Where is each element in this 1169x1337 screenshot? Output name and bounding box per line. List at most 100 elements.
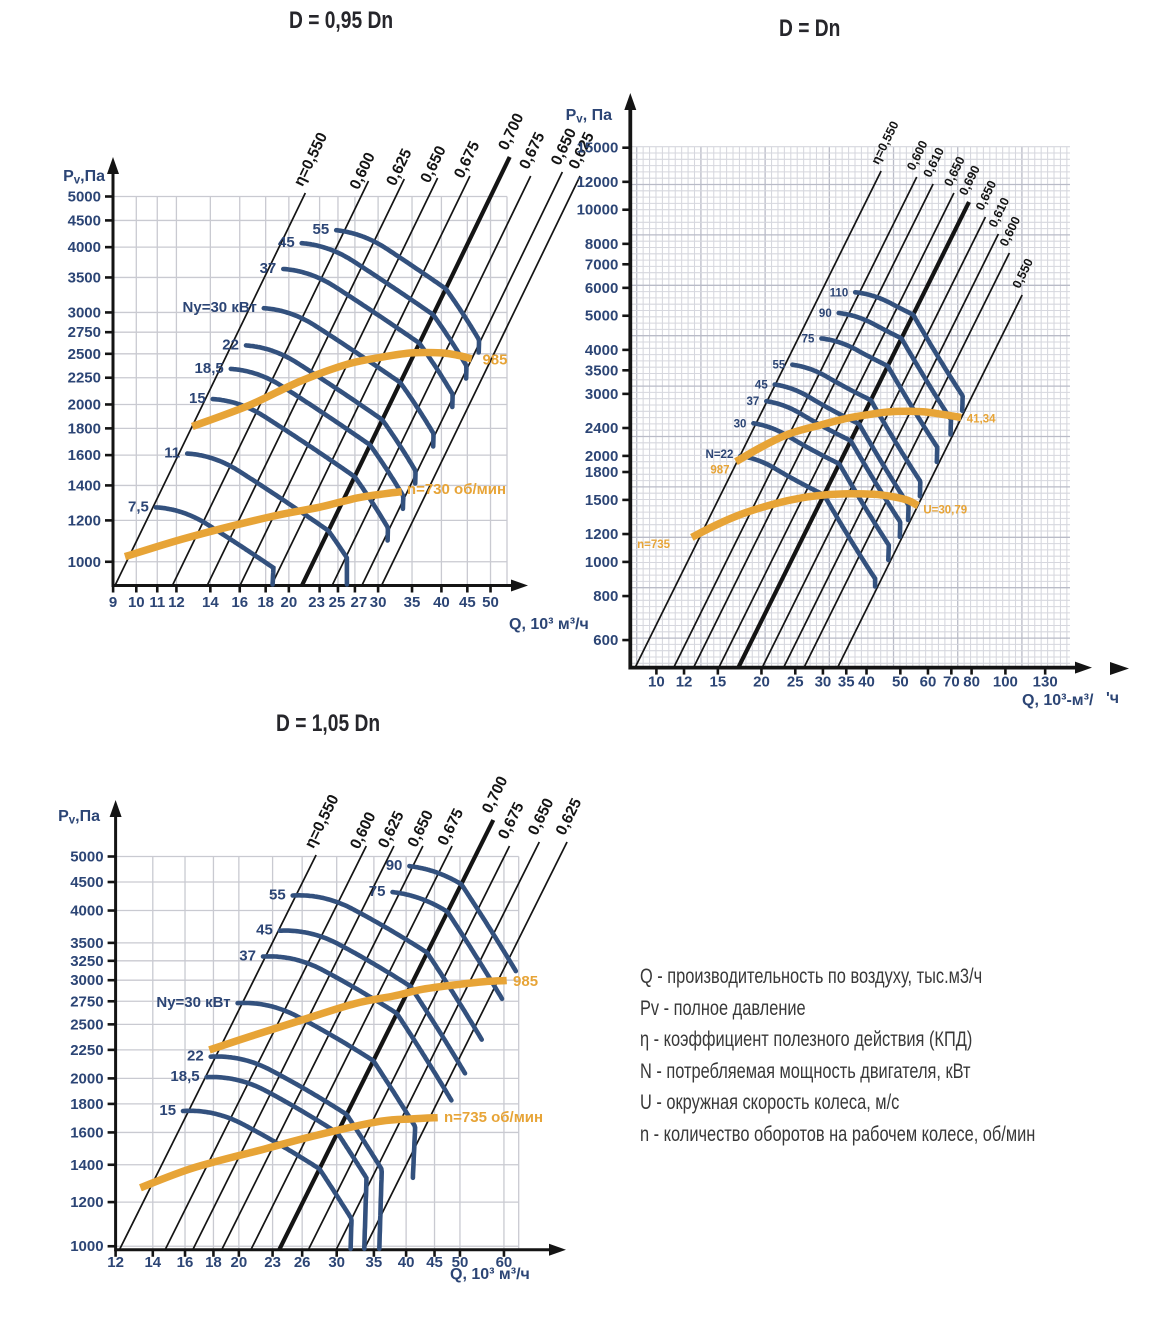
power-curves-label: 45 [278,234,295,251]
power-curves-label: 11 [164,445,180,462]
rpm-curves-curve [208,976,507,1054]
tick-labels-label: 800 [593,588,618,605]
eta-lines-label: 0,675 [516,129,548,172]
tick-labels-label: 2500 [68,346,101,363]
tick-labels-label: 20 [231,1254,248,1271]
eta-lines-line [171,180,370,586]
eta-lines-line [307,845,511,1251]
power-curves-label: 7,5 [128,498,149,515]
tick-labels-label: 20 [281,594,298,611]
eta-lines-label: 0,625 [375,808,408,851]
tick-labels-label: 12 [168,594,185,611]
tick-labels-label: 80 [963,674,980,691]
axes-curve [624,93,637,110]
tick-labels-label: 30 [370,594,387,611]
tick-labels-label: 1000 [70,1238,103,1255]
grid [112,195,508,586]
tick-labels-label: 14 [144,1254,161,1271]
tick-labels-label: 5000 [70,849,103,866]
eta-lines-label: 0,675 [451,138,483,181]
eta-lines-label: 0,625 [383,146,415,189]
rpm-curves-label: U=30,79 [923,504,967,516]
rpm-curves-label: 987 [710,464,729,476]
power-curves-curve [290,893,484,1042]
tick-labels-label: 15000 [577,140,619,157]
tick-labels-label: 1600 [68,447,101,464]
tick-labels-label: 130 [1033,674,1058,691]
rpm-curves-curve [139,1113,438,1192]
tick-labels-label: 30 [328,1254,345,1271]
eta-lines-line [361,171,564,586]
rpm-curves-label: n=735 [637,539,671,551]
tick-labels-label: 1200 [585,526,618,543]
chart-095dn-label: Q, 10³ м³/ч [509,616,589,633]
eta-lines-label: 0,650 [417,143,449,185]
tick-labels-label: 3000 [70,972,103,989]
tick-labels-label: 20 [753,674,770,691]
tick-labels-label: 50 [452,1254,469,1271]
eta-lines-label: 0,650 [405,808,438,850]
tick-labels-label: 35 [404,594,421,611]
tick-labels-label: 27 [351,594,368,611]
tick-labels-label: 25 [329,594,346,611]
tick-labels-label: 10 [128,594,145,611]
eta-lines-line [118,854,317,1251]
legend-line-u: U - окружная скорость колеса, м/с [640,1091,900,1115]
tick-labels: 10 12 15 20 25 30 35 40 50 60 70 80 100 130 15000 12000… [577,140,1058,691]
power-curves-label: Ny=30 кВт [156,994,230,1011]
axes [109,800,566,1256]
rpm-curves-label: 985 [482,351,507,368]
tick-labels-label: 26 [294,1254,311,1271]
tick-labels-label: 3000 [585,386,618,403]
eta-lines-line [164,845,368,1251]
tick-labels-label: 1800 [585,464,618,481]
power-curves-label: N=22 [706,449,734,461]
tick-labels: 9 10 11 12 14 16 18 20 23 25 27 30 35 40 45 50500045004… [68,189,499,612]
tick-labels-label: 40 [398,1254,415,1271]
eta-lines-line [761,216,987,668]
tick-labels-label: 16 [177,1254,194,1271]
tick-labels-label: 6000 [585,280,618,297]
power-curves-curve [407,863,519,974]
rpm-curves-label: n=735 об/мин [444,1109,543,1126]
axes-curve [109,800,122,817]
tick-labels-label: 15 [710,674,727,691]
tick-labels-label: 50 [482,594,499,611]
chart-105dn-label: Pv,Па [58,808,100,827]
tick-labels-label: 12 [107,1254,124,1271]
rpm-curves-label: 985 [513,973,538,990]
power-curves-label: 37 [260,260,277,277]
power-curves-curve [153,505,276,587]
power-curves-label: 22 [187,1048,204,1065]
chart2-title: D = Dn [779,15,841,42]
tick-labels-label: 35 [838,674,855,691]
tick-labels-label: 4000 [585,342,618,359]
tick-labels-label: 3500 [70,935,103,952]
power-curves-label: 18,5 [170,1068,199,1085]
power-curves-curve [204,1074,369,1252]
power-curves-label: 18,5 [195,360,224,377]
rpm-curves: n=735 U=30,79 987 41,34 [637,407,996,551]
eta-lines-line [220,845,424,1251]
tick-labels-label: 12000 [577,174,619,191]
eta-lines-line [363,841,568,1251]
axes-curve [107,157,119,174]
eta-lines-line [836,294,1023,668]
eta-lines-line [270,175,471,586]
legend-line-pv: Pv - полное давление [640,996,806,1020]
eta-lines-label: 0,675 [495,799,528,842]
tick-labels-label: 1600 [70,1124,103,1141]
tick-labels-label: 5000 [68,189,101,206]
power-curves-label: 45 [256,922,273,939]
tick-labels-label: 16 [231,594,248,611]
power-curves-curve [228,366,406,512]
eta-lines-label: 0,675 [435,806,468,849]
power-curves-label: 15 [189,390,206,407]
tick-labels-label: 2750 [68,324,101,341]
rpm-curves-label: n=730 об/мин [407,481,506,498]
power-curves-label: 55 [313,221,330,238]
